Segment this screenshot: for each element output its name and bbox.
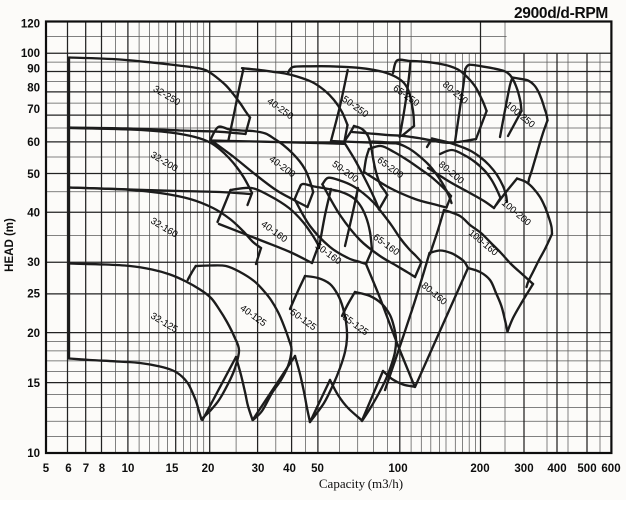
svg-text:50: 50	[311, 463, 324, 475]
svg-text:600: 600	[601, 463, 620, 475]
svg-text:20: 20	[27, 328, 40, 340]
svg-text:5: 5	[43, 463, 50, 475]
svg-text:70: 70	[27, 104, 40, 116]
svg-text:100: 100	[21, 48, 40, 60]
svg-text:25: 25	[27, 289, 40, 301]
svg-text:50: 50	[27, 169, 40, 181]
svg-text:200: 200	[470, 463, 489, 475]
svg-text:Capacity (m3/h): Capacity (m3/h)	[319, 476, 403, 491]
svg-text:120: 120	[21, 19, 40, 31]
svg-text:6: 6	[65, 463, 71, 475]
svg-text:300: 300	[514, 463, 533, 475]
svg-text:2900d/d-RPM: 2900d/d-RPM	[514, 5, 608, 22]
svg-text:15: 15	[166, 463, 179, 475]
svg-text:15: 15	[27, 378, 40, 390]
svg-text:90: 90	[27, 64, 40, 76]
svg-text:500: 500	[577, 463, 596, 475]
svg-text:100: 100	[388, 463, 407, 475]
svg-text:7: 7	[83, 463, 89, 475]
svg-text:10: 10	[122, 463, 135, 475]
svg-text:10: 10	[27, 448, 40, 460]
svg-text:8: 8	[99, 463, 106, 475]
svg-text:30: 30	[252, 463, 265, 475]
svg-text:80: 80	[27, 83, 40, 95]
svg-text:30: 30	[27, 257, 40, 269]
svg-text:40: 40	[283, 463, 296, 475]
svg-text:20: 20	[202, 463, 215, 475]
svg-text:60: 60	[27, 137, 40, 149]
svg-text:40: 40	[27, 208, 40, 220]
svg-text:HEAD (m): HEAD (m)	[4, 218, 16, 272]
svg-text:400: 400	[547, 463, 566, 475]
